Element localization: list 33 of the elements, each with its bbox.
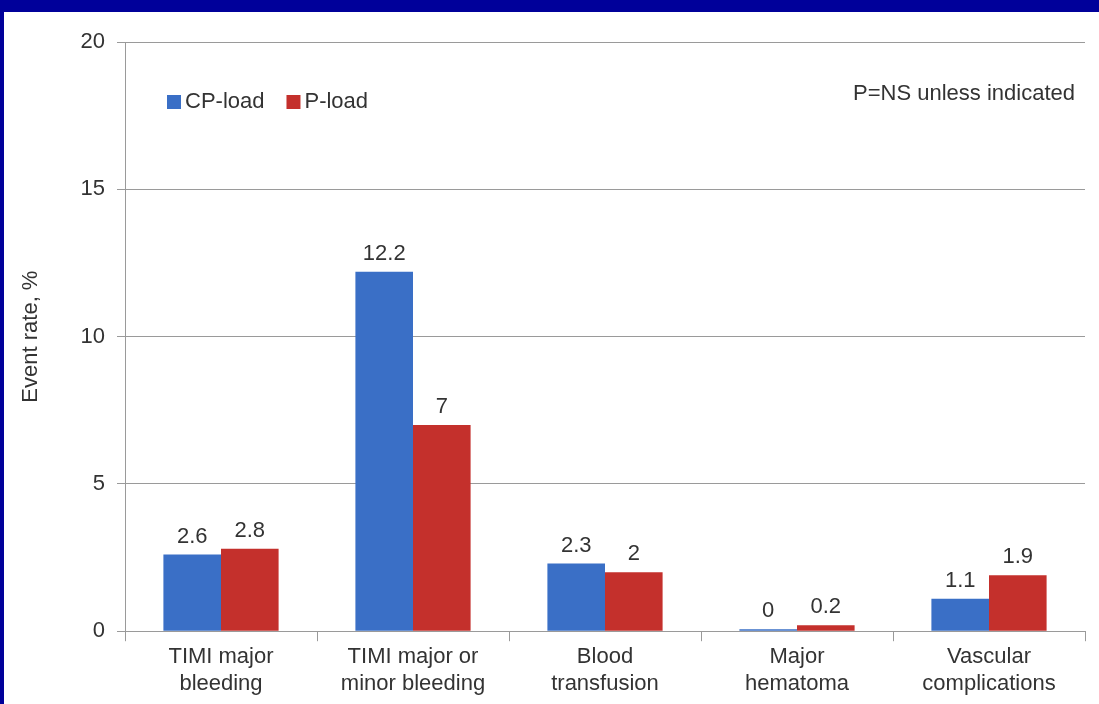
- bar: [547, 563, 605, 631]
- x-tick-label: Vascular complications: [922, 643, 1056, 695]
- data-label: 0.2: [810, 593, 842, 619]
- data-label: 1.1: [944, 566, 976, 592]
- annotation: P=NS unless indicated: [853, 80, 1075, 106]
- data-label: 7: [435, 393, 448, 419]
- legend-label: P-load: [304, 88, 369, 114]
- bar: [163, 554, 221, 631]
- x-tick-label: TIMI major or minor bleeding: [340, 643, 486, 695]
- data-label: 12.2: [362, 239, 406, 265]
- data-label: 0: [762, 597, 775, 623]
- y-axis-title: Event rate, %: [17, 270, 43, 403]
- data-label: 2.8: [234, 516, 266, 542]
- bar: [413, 424, 471, 631]
- y-tick-label: 20: [80, 28, 105, 54]
- data-label: 2.6: [176, 522, 208, 548]
- bar: [355, 271, 413, 631]
- bar: [605, 572, 663, 631]
- y-tick-label: 0: [92, 617, 105, 643]
- data-label: 1.9: [1002, 543, 1034, 569]
- y-tick-label: 10: [80, 322, 105, 348]
- x-tick-label: Major hematoma: [745, 643, 850, 695]
- bar: [931, 598, 989, 631]
- legend-label: CP-load: [185, 88, 265, 114]
- y-tick-label: 15: [80, 175, 105, 201]
- y-tick-label: 5: [92, 469, 105, 495]
- bar: [221, 548, 279, 631]
- x-tick-label: TIMI major bleeding: [168, 643, 274, 695]
- bar: [989, 575, 1047, 631]
- data-label: 2: [627, 540, 640, 566]
- x-tick-label: Blood transfusion: [551, 643, 659, 695]
- data-label: 2.3: [560, 531, 592, 557]
- bar: [797, 625, 855, 631]
